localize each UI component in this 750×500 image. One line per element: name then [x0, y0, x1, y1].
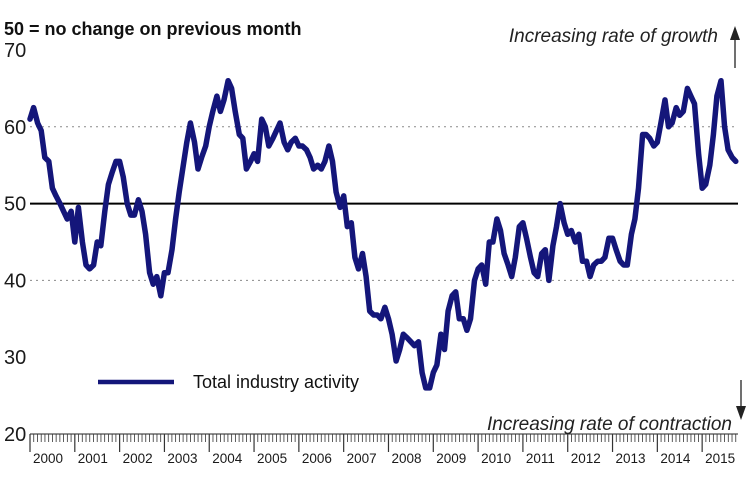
x-tick-label-2004: 2004	[212, 451, 243, 466]
x-tick-label-2013: 2013	[616, 451, 646, 466]
arrow-up-icon	[730, 26, 740, 68]
x-tick-label-2015: 2015	[705, 451, 735, 466]
y-tick-label-70: 70	[4, 40, 26, 62]
gridlines	[30, 126, 738, 281]
x-tick-label-2001: 2001	[78, 451, 108, 466]
x-tick-label-2009: 2009	[436, 451, 466, 466]
x-tick-label-2005: 2005	[257, 451, 287, 466]
x-tick-label-2010: 2010	[481, 451, 511, 466]
y-tick-label-20: 20	[4, 424, 26, 446]
annotation-bottom: Increasing rate of contraction	[487, 414, 732, 435]
x-tick-label-2014: 2014	[660, 451, 691, 466]
legend-label: Total industry activity	[193, 372, 359, 392]
legend: Total industry activity	[98, 372, 359, 392]
x-tick-label-2006: 2006	[302, 451, 332, 466]
series-line-total-industry-activity	[27, 77, 739, 391]
x-tick-label-2012: 2012	[571, 451, 601, 466]
x-tick-label-2008: 2008	[391, 451, 421, 466]
chart-title: 50 = no change on previous month	[4, 19, 302, 39]
y-tick-label-30: 30	[4, 347, 26, 369]
x-tick-label-2002: 2002	[123, 451, 153, 466]
x-axis: 2000 2001 2002 2003 2004 2005 2006 2007 2008 2009…	[29, 433, 738, 466]
y-tick-label-50: 50	[4, 194, 26, 216]
x-tick-label-2007: 2007	[347, 451, 377, 466]
y-tick-label-40: 40	[4, 270, 26, 292]
annotation-top: Increasing rate of growth	[509, 26, 718, 47]
y-tick-label-60: 60	[4, 117, 26, 139]
x-tick-label-2011: 2011	[526, 451, 555, 466]
arrow-down-icon	[736, 380, 746, 420]
x-tick-label-2003: 2003	[167, 451, 197, 466]
y-tick-labels: 20 30 40 50 60 70	[4, 40, 26, 446]
x-tick-label-2000: 2000	[33, 451, 63, 466]
